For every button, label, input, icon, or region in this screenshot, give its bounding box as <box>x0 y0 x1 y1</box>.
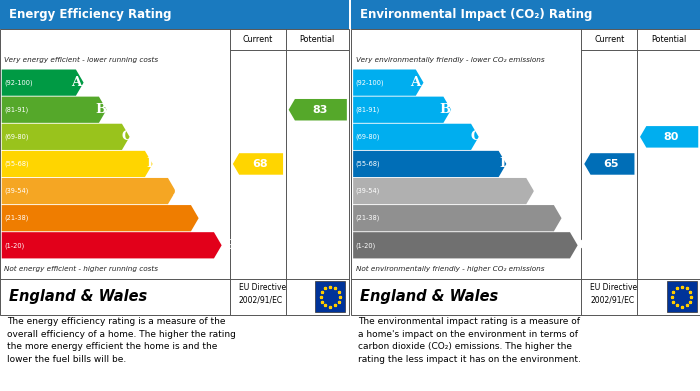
Text: (55-68): (55-68) <box>4 161 29 167</box>
Polygon shape <box>1 124 130 150</box>
Bar <box>351 0 700 29</box>
Text: C: C <box>470 130 481 143</box>
Polygon shape <box>288 99 347 120</box>
Text: Potential: Potential <box>300 35 335 44</box>
Text: Not energy efficient - higher running costs: Not energy efficient - higher running co… <box>4 265 158 272</box>
Text: (1-20): (1-20) <box>4 242 25 249</box>
Text: Environmental Impact (CO₂) Rating: Environmental Impact (CO₂) Rating <box>360 8 592 21</box>
Text: (69-80): (69-80) <box>4 134 29 140</box>
Polygon shape <box>1 97 106 123</box>
Text: Current: Current <box>594 35 624 44</box>
Text: The environmental impact rating is a measure of
a home's impact on the environme: The environmental impact rating is a mea… <box>358 317 581 364</box>
Bar <box>0 0 349 29</box>
Text: A: A <box>71 76 81 89</box>
Text: (1-20): (1-20) <box>356 242 376 249</box>
Text: EU Directive
2002/91/EC: EU Directive 2002/91/EC <box>590 283 637 305</box>
Text: 83: 83 <box>312 105 328 115</box>
Text: (39-54): (39-54) <box>356 188 380 194</box>
Text: England & Wales: England & Wales <box>8 289 147 304</box>
Polygon shape <box>353 205 561 231</box>
Text: (21-38): (21-38) <box>4 215 29 221</box>
Polygon shape <box>1 232 222 258</box>
Text: (92-100): (92-100) <box>356 79 384 86</box>
Polygon shape <box>1 205 199 231</box>
Text: Very energy efficient - lower running costs: Very energy efficient - lower running co… <box>4 57 158 63</box>
Text: D: D <box>146 158 158 170</box>
Text: G: G <box>579 239 590 252</box>
Polygon shape <box>1 178 176 204</box>
Text: F: F <box>199 212 208 225</box>
Text: (69-80): (69-80) <box>356 134 380 140</box>
Text: (39-54): (39-54) <box>4 188 29 194</box>
Text: (55-68): (55-68) <box>356 161 380 167</box>
Text: England & Wales: England & Wales <box>360 289 498 304</box>
Text: (21-38): (21-38) <box>356 215 380 221</box>
Polygon shape <box>353 178 534 204</box>
Text: 80: 80 <box>664 132 679 142</box>
Text: 68: 68 <box>252 159 267 169</box>
Polygon shape <box>353 97 451 123</box>
Text: Not environmentally friendly - higher CO₂ emissions: Not environmentally friendly - higher CO… <box>356 265 544 272</box>
Text: E: E <box>532 185 542 197</box>
Text: (92-100): (92-100) <box>4 79 33 86</box>
Text: Energy Efficiency Rating: Energy Efficiency Rating <box>8 8 172 21</box>
Polygon shape <box>353 70 424 96</box>
Bar <box>316 281 345 312</box>
Text: EU Directive
2002/91/EC: EU Directive 2002/91/EC <box>239 283 286 305</box>
Text: Very environmentally friendly - lower CO₂ emissions: Very environmentally friendly - lower CO… <box>356 57 544 63</box>
Text: B: B <box>440 103 451 116</box>
Text: D: D <box>500 158 512 170</box>
Polygon shape <box>353 151 506 177</box>
Text: A: A <box>410 76 420 89</box>
Polygon shape <box>1 151 153 177</box>
Text: (81-91): (81-91) <box>356 106 380 113</box>
Text: F: F <box>563 212 572 225</box>
Polygon shape <box>1 70 83 96</box>
Text: Current: Current <box>243 35 273 44</box>
Polygon shape <box>353 124 479 150</box>
Text: B: B <box>96 103 107 116</box>
Polygon shape <box>353 232 578 258</box>
Text: (81-91): (81-91) <box>4 106 29 113</box>
Polygon shape <box>584 153 634 175</box>
Text: The energy efficiency rating is a measure of the
overall efficiency of a home. T: The energy efficiency rating is a measur… <box>7 317 236 364</box>
Text: E: E <box>173 185 183 197</box>
Text: G: G <box>222 239 233 252</box>
Polygon shape <box>640 126 699 147</box>
Text: Potential: Potential <box>651 35 686 44</box>
Bar <box>667 281 696 312</box>
Text: 65: 65 <box>603 159 619 169</box>
Text: C: C <box>122 130 132 143</box>
Polygon shape <box>233 153 283 175</box>
